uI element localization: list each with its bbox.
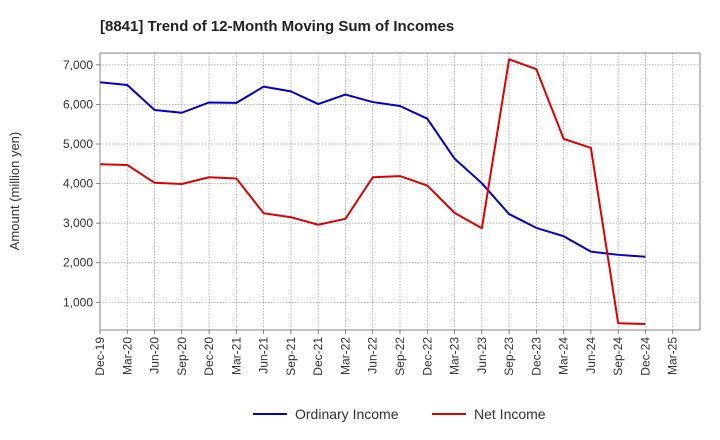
x-tick-label: Sep-21 [284, 337, 298, 376]
x-tick-label: Jun-23 [475, 337, 489, 374]
grid [100, 53, 700, 330]
x-tick-label: Dec-24 [638, 337, 652, 376]
x-tick-label: Sep-24 [611, 337, 625, 376]
x-tick-label: Sep-23 [502, 337, 516, 376]
series-line-ordinary-income [99, 81, 646, 258]
x-tick-label: Dec-22 [420, 337, 434, 376]
series-layer [99, 58, 646, 326]
y-tick-label: 7,000 [63, 58, 93, 72]
y-tick-label: 3,000 [63, 216, 93, 230]
x-tick-label: Sep-22 [393, 337, 407, 376]
x-tick-label: Sep-20 [175, 337, 189, 376]
legend: Ordinary Income Net Income [253, 406, 546, 422]
x-tick-label: Mar-20 [120, 337, 134, 375]
x-tick-label: Dec-21 [311, 337, 325, 376]
y-axis: 1,000 2,000 3,000 4,000 5,000 6,000 7,000 [63, 58, 100, 309]
x-tick-label: Jun-22 [366, 337, 380, 374]
x-axis: Dec-19 Mar-20 Jun-20 Sep-20 Dec-20 Mar-21 Jun-… [93, 330, 680, 376]
y-tick-label: 4,000 [63, 177, 93, 191]
chart-title: [8841] Trend of 12-Month Moving Sum of I… [100, 18, 454, 35]
y-tick-label: 2,000 [63, 256, 93, 270]
x-tick-label: Dec-23 [529, 337, 543, 376]
x-tick-label: Jun-24 [584, 337, 598, 374]
legend-label-net-income: Net Income [474, 406, 546, 422]
x-tick-label: Mar-21 [229, 337, 243, 375]
x-tick-label: Dec-19 [93, 337, 107, 376]
y-axis-label: Amount (million yen) [7, 132, 22, 251]
legend-label-ordinary-income: Ordinary Income [295, 406, 399, 422]
x-tick-label: Dec-20 [202, 337, 216, 376]
x-tick-label: Jun-21 [257, 337, 271, 374]
y-tick-label: 1,000 [63, 295, 93, 309]
y-tick-label: 6,000 [63, 97, 93, 111]
x-tick-label: Mar-23 [448, 337, 462, 375]
x-tick-label: Mar-25 [666, 337, 680, 375]
y-tick-label: 5,000 [63, 137, 93, 151]
x-tick-label: Jun-20 [148, 337, 162, 374]
series-line-net-income [99, 58, 646, 326]
x-tick-label: Mar-24 [557, 337, 571, 375]
x-tick-label: Mar-22 [338, 337, 352, 375]
